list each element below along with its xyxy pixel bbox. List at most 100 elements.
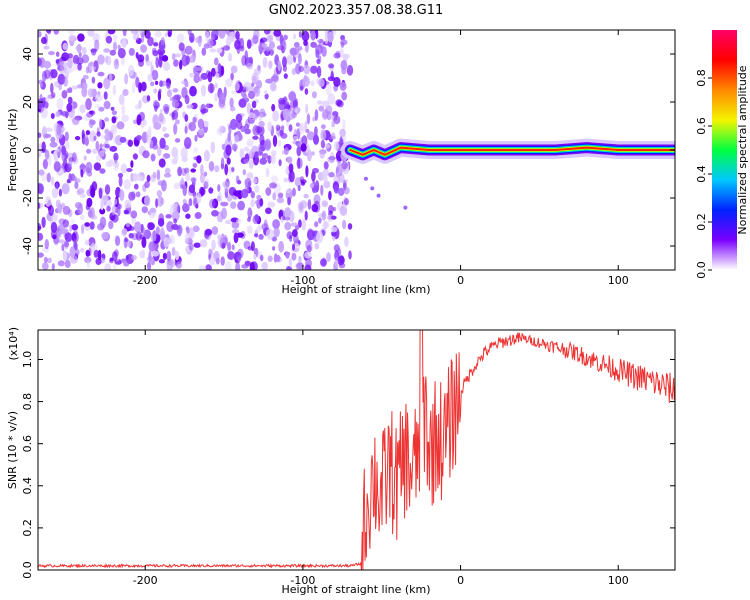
noise-cell — [134, 104, 141, 110]
noise-cell — [339, 128, 346, 137]
noise-cell — [131, 255, 138, 261]
noise-cell — [153, 99, 159, 106]
noise-cell — [135, 76, 140, 88]
noise-cell — [318, 78, 325, 88]
noise-cell — [153, 88, 158, 94]
noise-cell — [322, 109, 329, 119]
noise-cell — [209, 257, 216, 266]
noise-cell — [155, 226, 160, 235]
noise-cell — [277, 60, 282, 72]
colorbar-tick-label: 0.4 — [695, 165, 708, 183]
noise-cell — [91, 214, 98, 220]
noise-cell — [311, 203, 319, 213]
noise-cell — [172, 88, 179, 93]
noise-cell — [233, 190, 242, 197]
noise-cell — [297, 53, 302, 65]
y-tick-label: 20 — [21, 95, 34, 109]
noise-cell — [189, 85, 197, 97]
noise-cell — [159, 80, 164, 87]
noise-cell — [314, 126, 318, 137]
noise-cell — [250, 199, 255, 208]
noise-cell — [272, 219, 280, 229]
noise-cell — [183, 137, 192, 149]
noise-cell — [64, 259, 71, 269]
y-tick-label: -40 — [21, 237, 34, 255]
noise-cell — [112, 34, 118, 42]
noise-cell — [313, 200, 321, 213]
noise-cell — [344, 236, 349, 248]
noise-cell — [237, 200, 246, 211]
noise-cell — [230, 72, 234, 81]
noise-cell — [328, 63, 335, 69]
noise-cell — [163, 173, 172, 178]
noise-cell — [297, 46, 303, 51]
noise-cell — [327, 31, 334, 43]
noise-cell — [305, 143, 310, 154]
noise-cell — [264, 93, 269, 100]
noise-cell — [128, 233, 134, 239]
noise-cell — [318, 38, 325, 49]
noise-cell — [221, 242, 226, 249]
noise-cell — [97, 82, 103, 89]
noise-cell — [184, 94, 190, 105]
noise-cell — [83, 134, 89, 146]
noise-cell — [124, 199, 130, 209]
noise-cell — [234, 134, 240, 143]
noise-cell — [314, 109, 319, 121]
noise-cell — [293, 47, 300, 56]
noise-cell — [105, 35, 113, 44]
noise-cell — [152, 50, 159, 57]
noise-cell — [180, 147, 188, 159]
noise-cell — [278, 159, 282, 167]
noise-cell — [71, 224, 79, 231]
noise-cell — [193, 242, 201, 248]
noise-cell — [258, 120, 265, 128]
noise-cell — [316, 58, 321, 65]
noise-cell — [233, 232, 239, 244]
noise-cell — [98, 150, 105, 158]
noise-cell — [208, 248, 213, 256]
noise-cell — [71, 85, 79, 90]
noise-cell — [208, 161, 215, 172]
noise-cell — [89, 119, 96, 126]
noise-cell — [189, 32, 195, 44]
noise-cell — [223, 181, 230, 193]
noise-cell — [321, 210, 327, 221]
noise-cell — [115, 235, 121, 246]
noise-cell — [58, 84, 63, 91]
noise-cell — [227, 251, 235, 261]
noise-cell — [105, 160, 112, 168]
noise-cell — [211, 239, 216, 251]
noise-cell — [254, 214, 259, 222]
noise-cell — [55, 148, 61, 153]
noise-cell — [253, 86, 261, 97]
noise-cell — [189, 72, 194, 78]
noise-cell — [339, 136, 343, 148]
noise-cell — [346, 64, 354, 76]
noise-cell — [292, 243, 295, 251]
noise-cell — [97, 249, 102, 261]
noise-cell — [169, 234, 175, 245]
noise-cell — [167, 31, 172, 38]
noise-cell — [173, 123, 178, 135]
noise-cell — [166, 250, 172, 262]
noise-cell — [145, 60, 153, 67]
noise-cell — [175, 119, 180, 125]
x-tick-label: 100 — [608, 274, 629, 287]
noise-cell — [165, 214, 172, 219]
noise-cell — [42, 159, 49, 170]
noise-cell — [174, 53, 181, 58]
noise-cell — [226, 241, 232, 251]
x-tick-label: -100 — [290, 574, 315, 587]
noise-cell — [214, 57, 219, 66]
noise-cell — [61, 145, 67, 156]
noise-cell — [295, 122, 300, 127]
noise-cell — [188, 198, 193, 207]
noise-cell — [61, 111, 69, 117]
noise-cell — [66, 179, 70, 184]
noise-cell — [272, 73, 279, 83]
noise-cell — [339, 205, 348, 216]
noise-cell — [286, 231, 293, 240]
noise-cell — [125, 221, 131, 228]
